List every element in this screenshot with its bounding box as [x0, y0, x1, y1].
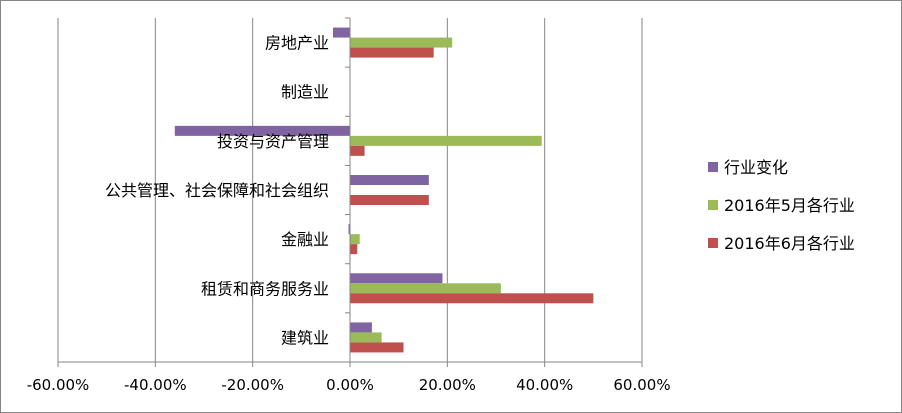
bar-行业变化-房地产业: [332, 27, 350, 38]
x-tick-labels: -60.00% -40.00% -20.00% 0.00% 20.00% 40.00% 60…: [27, 376, 671, 394]
legend-swatch: [708, 238, 718, 248]
bar-行业变化-金融业: [348, 224, 350, 235]
bar-行业变化-公共管理、社会保障和社会组织: [350, 175, 429, 185]
bar-2016年6月各行业-租赁和商务服务业: [350, 293, 594, 304]
category-label: 房地产业: [265, 34, 329, 53]
category-label: 金融业: [281, 230, 329, 249]
category-label: 建筑业: [281, 328, 329, 347]
bar-2016年5月各行业-建筑业: [350, 332, 382, 343]
legend-swatch: [708, 200, 718, 210]
bar-2016年6月各行业-房地产业: [350, 47, 434, 58]
axes: [57, 17, 643, 367]
legend-label: 2016年5月各行业: [724, 196, 855, 215]
x-tick-label: 20.00%: [419, 376, 476, 394]
category-label: 制造业: [281, 83, 329, 102]
category-label: 投资与资产管理: [217, 132, 329, 151]
legend-label: 行业变化: [724, 158, 788, 177]
legend-swatch: [708, 162, 718, 172]
bar-2016年6月各行业-金融业: [350, 244, 358, 255]
x-tick-label: -40.00%: [124, 376, 187, 394]
category-labels: 建筑业 租赁和商务服务业 金融业 公共管理、社会保障和社会组织 投资与资产管理 制造业 房地…: [105, 34, 329, 348]
x-tick-label: 0.00%: [326, 376, 374, 394]
category-label: 租赁和商务服务业: [201, 279, 329, 298]
bars: [174, 27, 594, 353]
x-tick-label: 40.00%: [516, 376, 573, 394]
legend: 行业变化 2016年5月各行业 2016年6月各行业: [708, 158, 855, 253]
bar-2016年6月各行业-建筑业: [350, 342, 404, 353]
bar-2016年6月各行业-投资与资产管理: [350, 145, 365, 156]
x-tick-label: -60.00%: [27, 376, 90, 394]
bar-2016年5月各行业-租赁和商务服务业: [350, 283, 501, 294]
bar-2016年5月各行业-房地产业: [350, 37, 453, 48]
legend-label: 2016年6月各行业: [724, 234, 855, 253]
x-tick-label: 60.00%: [613, 376, 670, 394]
bar-行业变化-租赁和商务服务业: [350, 273, 443, 284]
bar-行业变化-投资与资产管理: [174, 125, 350, 136]
bar-行业变化-建筑业: [350, 322, 372, 333]
bar-2016年5月各行业-投资与资产管理: [350, 135, 542, 146]
gridlines: [57, 18, 643, 362]
x-tick-label: -20.00%: [221, 376, 284, 394]
category-label: 公共管理、社会保障和社会组织: [105, 181, 329, 200]
bar-2016年5月各行业-金融业: [350, 234, 360, 245]
bar-2016年6月各行业-公共管理、社会保障和社会组织: [350, 195, 429, 205]
